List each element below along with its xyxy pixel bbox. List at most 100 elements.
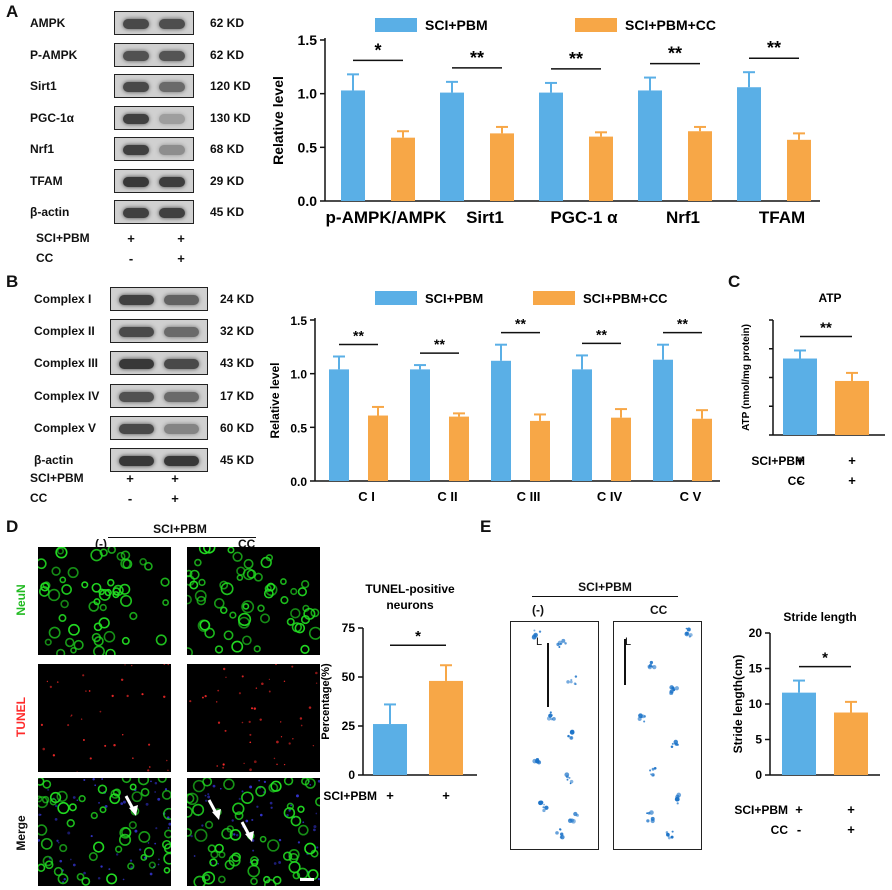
blot-size-label: 17 KD [220,388,255,403]
condition-sign: - [798,473,802,488]
cell-mark [267,839,280,852]
cell-mark [134,829,138,833]
cell-mark [278,838,282,842]
cell-mark [145,802,149,806]
cell-mark [81,581,89,589]
footprint-frame [510,621,599,850]
blot-band [123,113,149,124]
paw-print [651,767,655,771]
blot-protein-label: Complex III [34,356,99,371]
cell-mark [315,797,320,807]
cell-mark [49,685,53,689]
cell-mark [294,622,306,634]
paw-print [558,645,561,648]
footprint-cc-image [613,621,702,850]
cell-mark [38,824,48,836]
panel-label-d: D [6,517,19,536]
cell-mark [198,578,206,587]
cell-mark [201,824,204,827]
cell-mark [291,665,294,668]
significance-mark: ** [820,319,832,336]
bar [692,418,712,481]
merge-row-label: Merge [14,815,28,851]
cell-mark [68,803,77,812]
cell-mark [100,865,103,868]
paw-print [669,691,674,696]
blot-band [159,50,185,61]
y-axis-title: Relative level [270,76,286,165]
blot-size-label: 32 KD [220,324,255,339]
cell-mark [55,547,68,559]
blot-strip [114,11,194,35]
paw-print [653,766,657,770]
cell-mark [40,837,53,850]
cell-mark [62,881,65,884]
cell-mark [217,862,219,865]
condition-sign: + [848,473,856,488]
cell-mark [155,634,167,646]
condition-row-label: SCI+PBM [36,231,90,245]
x-category-label: Nrf1 [666,208,700,227]
cell-mark [242,602,250,610]
cell-mark [204,627,215,639]
paw-print [568,818,572,821]
cell-mark [157,778,167,783]
bar [783,358,817,435]
legend-label: SCI+PBM [425,17,488,33]
paw-print [561,638,566,643]
cell-mark [76,873,85,881]
cell-mark [106,873,118,885]
cell-mark [101,778,104,780]
cell-mark [131,664,133,667]
x-category-label: C III [517,489,541,504]
cell-mark [290,587,298,596]
cell-mark [97,876,101,880]
cell-mark [78,795,86,803]
cell-mark [121,733,124,736]
blot-band [159,82,185,92]
cell-mark [263,780,267,784]
cell-mark [90,548,103,562]
cell-mark [231,640,244,653]
paw-print [550,717,553,721]
condition-row-label: CC [36,251,54,265]
condition-row-label: CC [771,823,789,837]
cell-mark [252,849,255,852]
cell-mark [94,784,97,787]
cell-mark [212,784,216,788]
cell-mark [48,626,61,639]
cell-mark [219,606,228,614]
cell-mark [310,608,320,618]
cell-mark [187,569,193,578]
cell-mark [126,694,129,698]
blot-protein-label: Complex I [34,292,92,306]
blot-band [119,391,154,402]
cell-mark [232,551,243,562]
blot-size-label: 130 KD [210,110,251,125]
cell-mark [98,801,101,804]
cell-mark [148,766,151,768]
cell-mark [286,813,289,817]
cell-mark [59,576,67,584]
neun-cc-image [187,547,320,655]
cell-mark [41,795,50,804]
cell-mark [154,781,158,785]
cell-mark [99,710,102,713]
paw-print [676,799,678,802]
cell-mark [232,802,245,815]
cell-mark [166,759,168,762]
scale-bar [300,878,314,881]
paw-print [542,808,546,813]
bar [373,724,407,775]
chart-title: TUNEL-positive [365,582,455,596]
cell-mark [155,827,158,830]
cell-mark [259,835,267,843]
significance-mark: ** [515,316,526,332]
footprint-frame [613,621,702,850]
cell-mark [131,791,143,803]
paw-print [559,835,563,839]
footprint-control-image [510,621,599,850]
cell-mark [128,821,137,830]
cell-mark [167,664,169,666]
